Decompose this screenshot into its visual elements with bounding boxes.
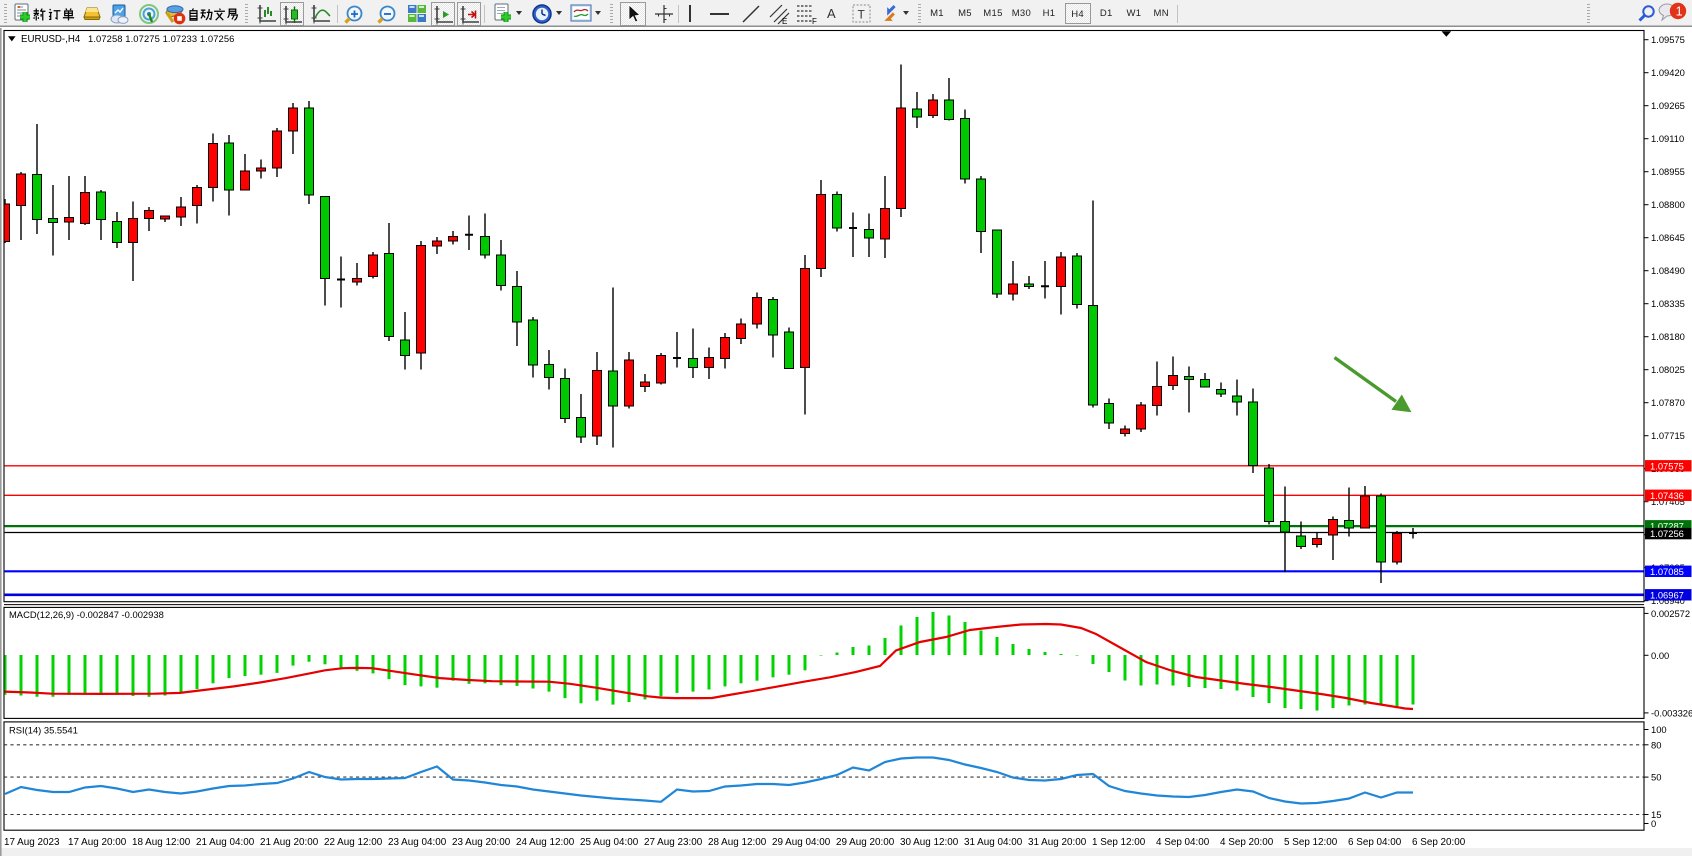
svg-text:MACD(12,26,9) -0.002847 -0.002: MACD(12,26,9) -0.002847 -0.002938 (9, 609, 164, 620)
svg-text:F: F (812, 17, 817, 25)
svg-text:5 Sep 12:00: 5 Sep 12:00 (1284, 837, 1338, 848)
svg-text:1: 1 (1676, 4, 1683, 18)
svg-text:50: 50 (1651, 772, 1661, 783)
svg-text:1.08180: 1.08180 (1651, 331, 1685, 342)
svg-text:1.06940: 1.06940 (1651, 595, 1685, 606)
svg-text:22 Aug 12:00: 22 Aug 12:00 (324, 837, 383, 848)
svg-text:1.08800: 1.08800 (1651, 199, 1685, 210)
svg-text:1.07715: 1.07715 (1651, 430, 1685, 441)
svg-text:RSI(14) 35.5541: RSI(14) 35.5541 (9, 725, 78, 736)
svg-text:27 Aug 23:00: 27 Aug 23:00 (644, 837, 703, 848)
svg-text:31 Aug 20:00: 31 Aug 20:00 (1028, 837, 1087, 848)
svg-text:6 Sep 20:00: 6 Sep 20:00 (1412, 837, 1466, 848)
svg-text:4 Sep 04:00: 4 Sep 04:00 (1156, 837, 1210, 848)
svg-text:29 Aug 04:00: 29 Aug 04:00 (772, 837, 831, 848)
svg-text:1.08490: 1.08490 (1651, 265, 1685, 276)
svg-text:1.07870: 1.07870 (1651, 397, 1685, 408)
svg-text:1.07436: 1.07436 (1650, 490, 1684, 501)
svg-text:15: 15 (1651, 809, 1661, 820)
svg-text:80: 80 (1651, 739, 1661, 750)
svg-text:31 Aug 04:00: 31 Aug 04:00 (964, 837, 1023, 848)
svg-text:1.09265: 1.09265 (1651, 100, 1685, 111)
svg-text:T: T (858, 8, 866, 22)
svg-text:1.07287: 1.07287 (1650, 520, 1684, 531)
svg-text:23 Aug 20:00: 23 Aug 20:00 (452, 837, 511, 848)
svg-text:0.00: 0.00 (1651, 650, 1669, 661)
svg-text:0.002572: 0.002572 (1651, 608, 1690, 619)
svg-text:17 Aug 20:00: 17 Aug 20:00 (68, 837, 127, 848)
svg-text:25 Aug 04:00: 25 Aug 04:00 (580, 837, 639, 848)
svg-text:21 Aug 20:00: 21 Aug 20:00 (260, 837, 319, 848)
svg-text:1.07085: 1.07085 (1650, 566, 1684, 577)
svg-text:EURUSD-,H4: EURUSD-,H4 (21, 34, 81, 45)
svg-text:1.07575: 1.07575 (1650, 460, 1684, 471)
svg-text:0: 0 (1651, 818, 1656, 829)
svg-text:29 Aug 20:00: 29 Aug 20:00 (836, 837, 895, 848)
svg-text:1.06967: 1.06967 (1650, 589, 1684, 600)
svg-text:30 Aug 12:00: 30 Aug 12:00 (900, 837, 959, 848)
svg-text:1.09110: 1.09110 (1651, 133, 1684, 144)
svg-text:1.08955: 1.08955 (1651, 166, 1685, 177)
svg-text:28 Aug 12:00: 28 Aug 12:00 (708, 837, 767, 848)
svg-text:1 Sep 12:00: 1 Sep 12:00 (1092, 837, 1146, 848)
svg-text:23 Aug 04:00: 23 Aug 04:00 (388, 837, 447, 848)
svg-text:1.08025: 1.08025 (1651, 364, 1685, 375)
svg-text:24 Aug 12:00: 24 Aug 12:00 (516, 837, 575, 848)
svg-text:-0.003326: -0.003326 (1651, 707, 1692, 718)
svg-text:1.09420: 1.09420 (1651, 67, 1685, 78)
svg-text:1.07258 1.07275 1.07233 1.0725: 1.07258 1.07275 1.07233 1.07256 (88, 33, 234, 44)
svg-text:1.08335: 1.08335 (1651, 298, 1685, 309)
svg-text:6 Sep 04:00: 6 Sep 04:00 (1348, 837, 1402, 848)
svg-text:17 Aug 2023: 17 Aug 2023 (4, 837, 60, 848)
svg-text:100: 100 (1651, 724, 1667, 735)
svg-text:21 Aug 04:00: 21 Aug 04:00 (196, 837, 255, 848)
svg-text:1.07405: 1.07405 (1651, 496, 1685, 507)
svg-text:E: E (782, 17, 787, 25)
svg-text:1.09575: 1.09575 (1651, 34, 1685, 45)
svg-text:4 Sep 20:00: 4 Sep 20:00 (1220, 837, 1274, 848)
svg-text:1.07256: 1.07256 (1650, 528, 1684, 539)
svg-text:1.08645: 1.08645 (1651, 232, 1685, 243)
svg-text:18 Aug 12:00: 18 Aug 12:00 (132, 837, 191, 848)
